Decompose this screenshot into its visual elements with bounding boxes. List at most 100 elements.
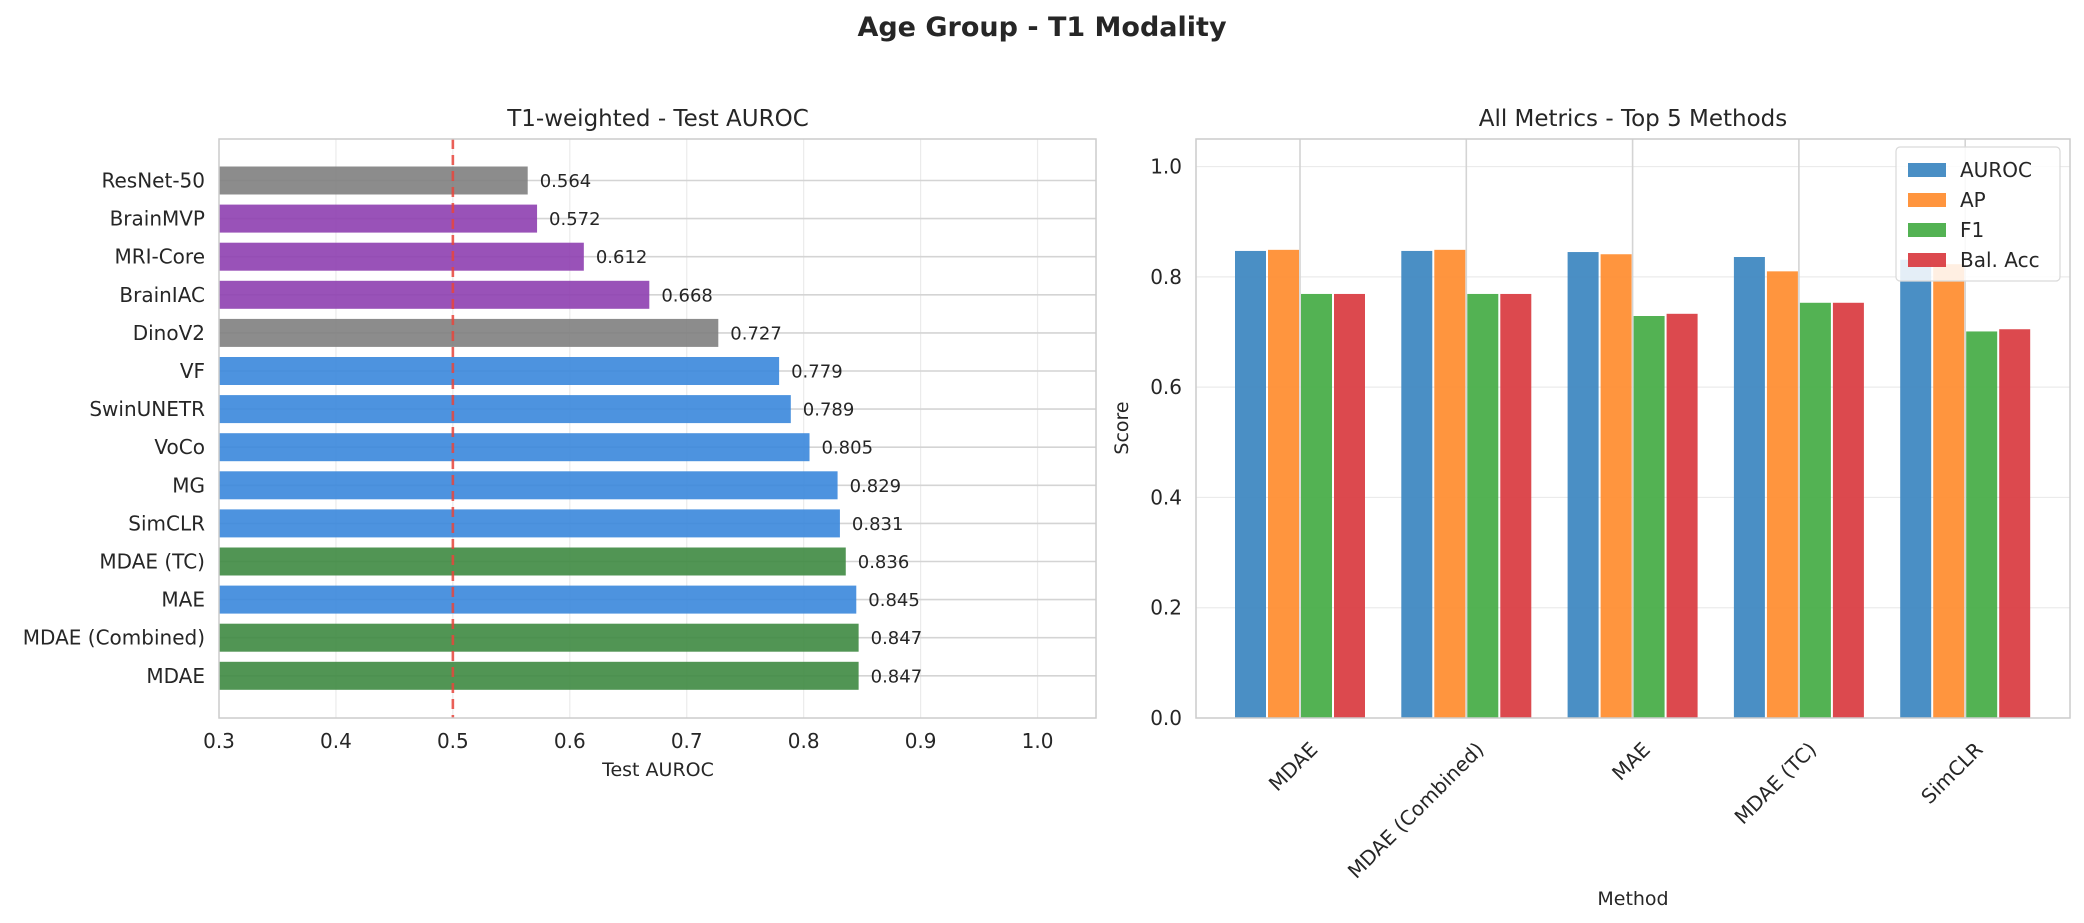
right-chart: All Metrics - Top 5 Methods 0.0 0.2 0.4 0.6…	[1111, 106, 2071, 910]
x-tick-label: 0.7	[671, 729, 703, 753]
bar	[1301, 293, 1332, 718]
x-tick-label: 0.3	[203, 729, 235, 753]
bar	[1600, 254, 1632, 718]
y-tick-label: 0.0	[1150, 706, 1182, 730]
bar	[1334, 293, 1365, 718]
bar	[1933, 264, 1965, 718]
bar-value-label: 0.789	[803, 400, 855, 421]
legend-label: AUROC	[1960, 158, 2032, 182]
bar-value-label: 0.829	[850, 476, 902, 497]
bar	[219, 357, 780, 385]
x-tick-label: MAE	[1607, 737, 1655, 785]
bar	[219, 661, 859, 690]
y-tick-label: MDAE	[146, 664, 205, 688]
bar	[219, 547, 846, 576]
legend-swatch	[1908, 223, 1946, 237]
right-bars	[1235, 249, 2031, 719]
bar-value-label: 0.847	[871, 628, 923, 649]
y-tick-label: BrainIAC	[119, 283, 205, 307]
bar	[219, 509, 840, 538]
y-tick-label: MAE	[161, 588, 205, 612]
legend-swatch	[1908, 193, 1946, 207]
y-tick-label: 1.0	[1150, 155, 1182, 179]
y-tick-label: MG	[172, 473, 205, 497]
y-tick-label: VoCo	[154, 435, 205, 459]
bar	[1434, 249, 1466, 718]
y-tick-label: MDAE (TC)	[99, 550, 205, 574]
right-y-tick-labels: 0.0 0.2 0.4 0.6 0.8 1.0	[1150, 155, 1182, 730]
bar	[219, 471, 838, 500]
bar-value-label: 0.727	[730, 323, 782, 344]
legend-label: AP	[1960, 188, 1986, 212]
bar	[219, 585, 857, 614]
legend-label: Bal. Acc	[1960, 248, 2040, 272]
bar-value-label: 0.847	[871, 666, 923, 687]
bar	[1733, 257, 1765, 718]
right-x-tick-labels: MDAE MDAE (Combined) MAE MDAE (TC) SimCLR	[1264, 737, 1988, 883]
left-y-tick-labels: ResNet-50 BrainMVP MRI-Core BrainIAC DinoV2 V…	[23, 169, 205, 688]
bar	[219, 242, 584, 271]
y-tick-label: VF	[180, 359, 205, 383]
right-x-axis-label: Method	[1597, 888, 1668, 910]
y-tick-label: MRI-Core	[114, 245, 205, 269]
bar	[219, 623, 859, 652]
legend-swatch	[1908, 163, 1946, 177]
bar	[219, 395, 791, 424]
bar	[1900, 259, 1932, 718]
bar	[1567, 252, 1599, 719]
x-tick-label: 0.8	[788, 729, 820, 753]
legend-swatch	[1908, 253, 1946, 267]
left-chart: T1-weighted - Test AUROC 0.564 0.572 0.612…	[23, 106, 1097, 781]
y-tick-label: 0.2	[1150, 596, 1182, 620]
bar	[1966, 331, 1998, 718]
x-tick-label: 0.4	[320, 729, 352, 753]
bar	[1633, 316, 1665, 718]
x-tick-label: 0.6	[554, 729, 586, 753]
y-tick-label: 0.4	[1150, 485, 1182, 509]
left-x-axis-label: Test AUROC	[601, 759, 714, 781]
bar	[1235, 250, 1266, 718]
x-tick-label: 0.5	[437, 729, 469, 753]
bar-value-label: 0.845	[868, 590, 920, 611]
bar	[1268, 249, 1299, 718]
bar-value-label: 0.572	[549, 209, 601, 230]
left-x-tick-labels: 0.3 0.4 0.5 0.6 0.7 0.8 0.9 1.0	[203, 729, 1053, 753]
x-tick-label: SimCLR	[1916, 737, 1987, 808]
bar-value-label: 0.836	[858, 552, 910, 573]
x-tick-label: MDAE (Combined)	[1343, 737, 1489, 883]
bar	[1666, 313, 1698, 718]
x-tick-label: MDAE (TC)	[1730, 737, 1822, 829]
right-legend: AUROC AP F1 Bal. Acc	[1895, 146, 2061, 282]
y-tick-label: SimCLR	[128, 511, 205, 535]
bar	[219, 433, 810, 462]
bar	[1401, 250, 1433, 718]
y-tick-label: 0.8	[1150, 265, 1182, 289]
bar-value-label: 0.612	[596, 247, 648, 268]
left-chart-title: T1-weighted - Test AUROC	[506, 106, 809, 132]
left-bars: 0.564 0.572 0.612 0.668 0.727 0.779 0.789 0.805…	[219, 166, 923, 690]
bar	[1832, 302, 1864, 718]
x-tick-label: 1.0	[1022, 729, 1054, 753]
y-tick-label: 0.6	[1150, 375, 1182, 399]
bar-value-label: 0.564	[540, 171, 592, 192]
bar-value-label: 0.805	[822, 438, 874, 459]
bar-value-label: 0.668	[661, 285, 713, 306]
left-axes-frame	[218, 138, 1097, 719]
figure-title: Age Group - T1 Modality	[857, 12, 1227, 43]
legend-box	[1895, 146, 2061, 282]
bar	[219, 318, 719, 347]
bar	[1766, 271, 1798, 718]
right-y-axis-label: Score	[1111, 401, 1133, 454]
x-tick-label: MDAE	[1264, 737, 1322, 795]
bar	[219, 204, 538, 233]
bar	[1500, 293, 1532, 718]
x-tick-label: 0.9	[905, 729, 937, 753]
bar	[1467, 293, 1499, 718]
bar-value-label: 0.779	[791, 362, 843, 383]
right-axes-frame	[1195, 138, 2071, 719]
bar	[219, 280, 650, 309]
bar	[219, 166, 528, 195]
legend-label: F1	[1960, 218, 1984, 242]
y-tick-label: DinoV2	[133, 321, 205, 345]
